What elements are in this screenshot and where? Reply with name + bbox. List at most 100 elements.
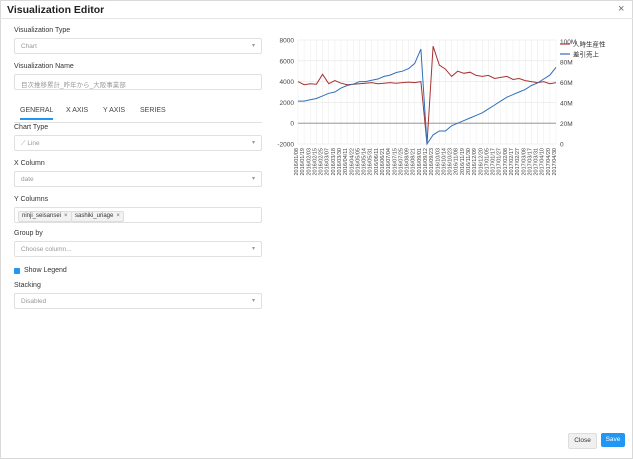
x-tick-label: 2017/01/27	[497, 148, 503, 176]
x-tick-label: 2016/09/01	[417, 148, 423, 176]
x-tick-label: 2016/05/14	[362, 148, 368, 176]
title-divider	[0, 18, 633, 19]
y-tick-label: 6000	[280, 58, 295, 65]
y-column-tag-label: ninji_seisansei	[22, 213, 62, 219]
chart-type-value: Line	[27, 140, 40, 147]
tab-general[interactable]: GENERAL	[20, 107, 54, 120]
x-tick-label: 2016/03/30	[337, 148, 343, 176]
x-column-select[interactable]: date ▾	[14, 171, 262, 187]
y2-tick-label: 40M	[560, 101, 573, 108]
x-tick-label: 2017/03/17	[527, 148, 533, 176]
dialog-title: Visualization Editor	[7, 4, 105, 16]
x-tick-label: 2016/07/25	[398, 148, 404, 176]
chevron-down-icon: ▾	[251, 43, 255, 49]
group-by-select[interactable]: Choose column... ▾	[14, 241, 262, 257]
y2-tick-label: 20M	[560, 121, 573, 128]
chevron-down-icon: ▾	[251, 176, 255, 182]
x-tick-label: 2017/03/08	[521, 148, 527, 176]
x-tick-label: 2016/11/19	[460, 148, 466, 175]
y-tick-label: 8000	[280, 38, 295, 45]
remove-icon[interactable]: ×	[116, 213, 120, 219]
tab-x-axis[interactable]: X AXIS	[66, 107, 89, 114]
viz-name-value: 目次推移累計_昨年から_大阪事業部	[21, 82, 126, 89]
x-tick-label: 2016/07/04	[386, 148, 392, 176]
stacking-select[interactable]: Disabled ▾	[14, 293, 262, 309]
x-tick-label: 2016/06/21	[380, 148, 386, 176]
x-tick-label: 2016/11/08	[454, 148, 460, 175]
x-tick-label: 2017/02/08	[503, 148, 509, 176]
x-tick-label: 2016/10/03	[435, 148, 441, 176]
x-tick-label: 2017/02/17	[509, 148, 515, 176]
x-tick-label: 2016/09/23	[429, 148, 435, 176]
y2-tick-label: 0	[560, 142, 564, 149]
x-tick-label: 2016/05/05	[355, 148, 361, 176]
legend-label: 差引売上	[573, 50, 600, 59]
viz-type-value: Chart	[21, 43, 37, 50]
viz-name-label: Visualization Name	[14, 63, 74, 70]
close-button[interactable]: Close	[568, 433, 597, 449]
chart-type-select[interactable]: ⟋ Line ▾	[14, 135, 262, 151]
chart-type-label: Chart Type	[14, 124, 49, 131]
y-tick-label: 4000	[280, 79, 295, 86]
y2-tick-label: 100M	[560, 39, 576, 46]
x-tick-label: 2016/04/22	[349, 148, 355, 176]
y-tick-label: 0	[290, 121, 294, 128]
x-tick-label: 2016/05/31	[368, 148, 374, 176]
tab-series[interactable]: SERIES	[140, 107, 166, 114]
x-tick-label: 2017/02/27	[515, 148, 521, 176]
x-column-label: X Column	[14, 160, 45, 167]
stacking-label: Stacking	[14, 282, 41, 289]
x-tick-label: 2017/03/31	[534, 148, 540, 176]
x-tick-label: 2016/01/19	[300, 148, 306, 176]
viz-type-select[interactable]: Chart ▾	[14, 38, 262, 54]
y-column-tag-label: sashiki_uriage	[75, 213, 114, 219]
show-legend-label: Show Legend	[24, 267, 67, 274]
x-tick-label: 2016/04/11	[343, 148, 349, 175]
x-tick-label: 2016/02/15	[312, 148, 318, 176]
y-column-tag: ninji_seisansei ×	[18, 211, 72, 222]
line-chart-icon: ⟋	[21, 140, 28, 147]
group-by-label: Group by	[14, 230, 43, 237]
remove-icon[interactable]: ×	[64, 213, 68, 219]
group-by-placeholder: Choose column...	[21, 246, 72, 253]
x-tick-label: 2016/01/08	[294, 148, 300, 176]
x-tick-label: 2017/04/30	[552, 148, 558, 176]
tab-y-axis[interactable]: Y AXIS	[103, 107, 126, 114]
y-columns-label: Y Columns	[14, 196, 49, 203]
x-tick-label: 2017/01/17	[491, 148, 497, 176]
y-columns-select[interactable]: ninji_seisansei × sashiki_uriage ×	[14, 207, 262, 223]
viz-name-input[interactable]: 目次推移累計_昨年から_大阪事業部	[14, 74, 262, 90]
chevron-down-icon: ▾	[251, 140, 255, 146]
x-tick-label: 2016/10/23	[448, 148, 454, 176]
save-button[interactable]: Save	[601, 433, 625, 447]
legend-label: 人時生産性	[573, 40, 606, 49]
stacking-value: Disabled	[21, 298, 47, 305]
x-tick-label: 2017/04/10	[540, 148, 546, 176]
x-tick-label: 2016/02/25	[319, 148, 325, 176]
x-tick-label: 2016/12/09	[472, 148, 478, 176]
chevron-down-icon: ▾	[251, 246, 255, 252]
viz-type-label: Visualization Type	[14, 27, 71, 34]
x-tick-label: 2016/02/03	[306, 148, 312, 176]
x-tick-label: 2016/03/07	[325, 148, 331, 176]
x-tick-label: 2017/01/05	[484, 148, 490, 176]
y-tick-label: -2000	[277, 142, 294, 149]
y2-tick-label: 80M	[560, 60, 573, 67]
close-icon[interactable]: ×	[618, 3, 625, 15]
x-tick-label: 2016/08/21	[411, 148, 417, 176]
y-column-tag: sashiki_uriage ×	[71, 211, 124, 222]
x-tick-label: 2016/03/18	[331, 148, 337, 176]
chevron-down-icon: ▾	[251, 298, 255, 304]
editor-tabs: GENERAL X AXIS Y AXIS SERIES	[14, 104, 262, 123]
x-tick-label: 2017/04/20	[546, 148, 552, 176]
x-tick-label: 2016/08/09	[405, 148, 411, 176]
series-line	[298, 48, 557, 146]
x-tick-label: 2016/12/20	[478, 148, 484, 176]
x-tick-label: 2016/07/15	[392, 148, 398, 176]
x-tick-label: 2016/10/14	[441, 148, 447, 176]
x-tick-label: 2016/11/30	[466, 148, 472, 175]
show-legend-checkbox[interactable]	[14, 268, 20, 274]
chart-type-display: ⟋ Line	[21, 140, 40, 148]
x-column-value: date	[21, 176, 34, 183]
x-tick-label: 2016/09/12	[423, 148, 429, 176]
